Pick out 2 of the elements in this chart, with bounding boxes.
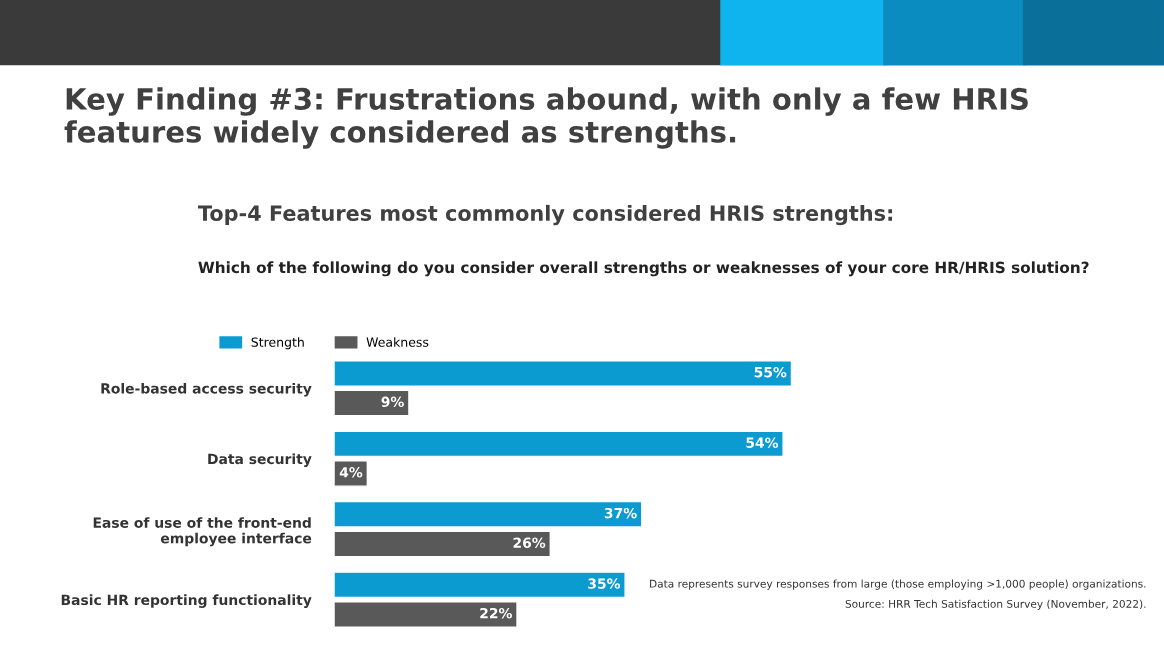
chart-title: Key Finding #3: Frustrations abound, with only a few HRIS features widely considered as strengths.: [64, 87, 1028, 149]
chart-subtitle: Top-4 Features most commonly considered HRIS strengths:: [197, 204, 893, 226]
